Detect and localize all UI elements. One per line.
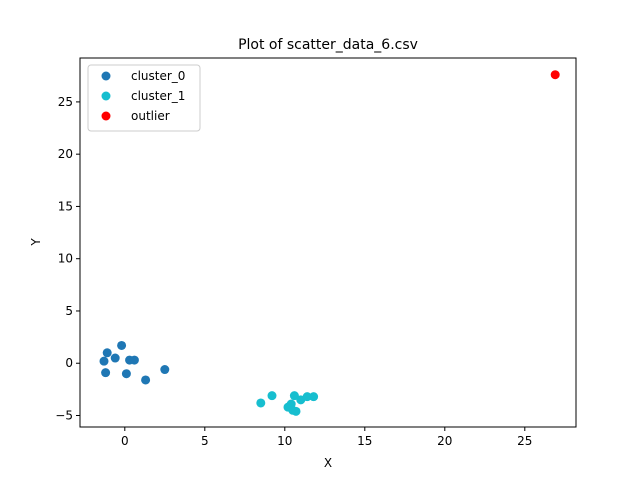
x-axis-label: X [324,456,332,470]
cluster_0-point [102,348,112,358]
x-tick-label: 15 [357,434,372,448]
y-tick-label: 25 [58,95,73,109]
x-tick-label: 25 [517,434,532,448]
legend-marker-cluster_1 [101,91,111,101]
cluster_0-point [110,353,120,363]
cluster_1-point [309,392,319,402]
cluster_1-point [302,392,312,402]
y-tick-label: 5 [65,304,73,318]
cluster_1-point [291,406,301,416]
axes-frame [79,57,577,428]
y-tick-label: 15 [58,199,73,213]
y-tick-label: 0 [65,356,73,370]
cluster_0-point [129,355,139,365]
legend-label-cluster_1: cluster_1 [131,89,185,103]
outlier-point [550,70,560,80]
y-axis-label: Y [29,238,43,247]
y-tick-label: 20 [58,147,73,161]
cluster_0-point [121,369,131,379]
cluster_0-point [160,365,170,375]
plot-area [99,70,560,416]
x-tick-label: 0 [121,434,129,448]
x-tick-label: 10 [277,434,292,448]
chart-title: Plot of scatter_data_6.csv [238,37,418,53]
cluster_0-point [99,356,109,366]
cluster_1-point [267,391,277,401]
legend-marker-outlier [101,111,111,121]
x-tick-label: 5 [201,434,209,448]
y-axis-ticks: −5 0 5 10 15 20 25 [55,95,80,423]
y-tick-label: −5 [55,409,73,423]
cluster_1-point [256,398,266,408]
x-tick-label: 20 [437,434,452,448]
cluster_0-point [117,340,127,350]
legend-label-cluster_0: cluster_0 [131,69,185,83]
legend-marker-cluster_0 [101,71,111,81]
cluster_0-point [141,375,151,385]
cluster_0-point [101,368,111,378]
legend-label-outlier: outlier [131,109,170,123]
cluster_1-point [289,391,299,401]
y-tick-label: 10 [58,252,73,266]
x-axis-ticks: 0 5 10 15 20 25 [121,427,532,448]
legend-box [87,64,201,132]
